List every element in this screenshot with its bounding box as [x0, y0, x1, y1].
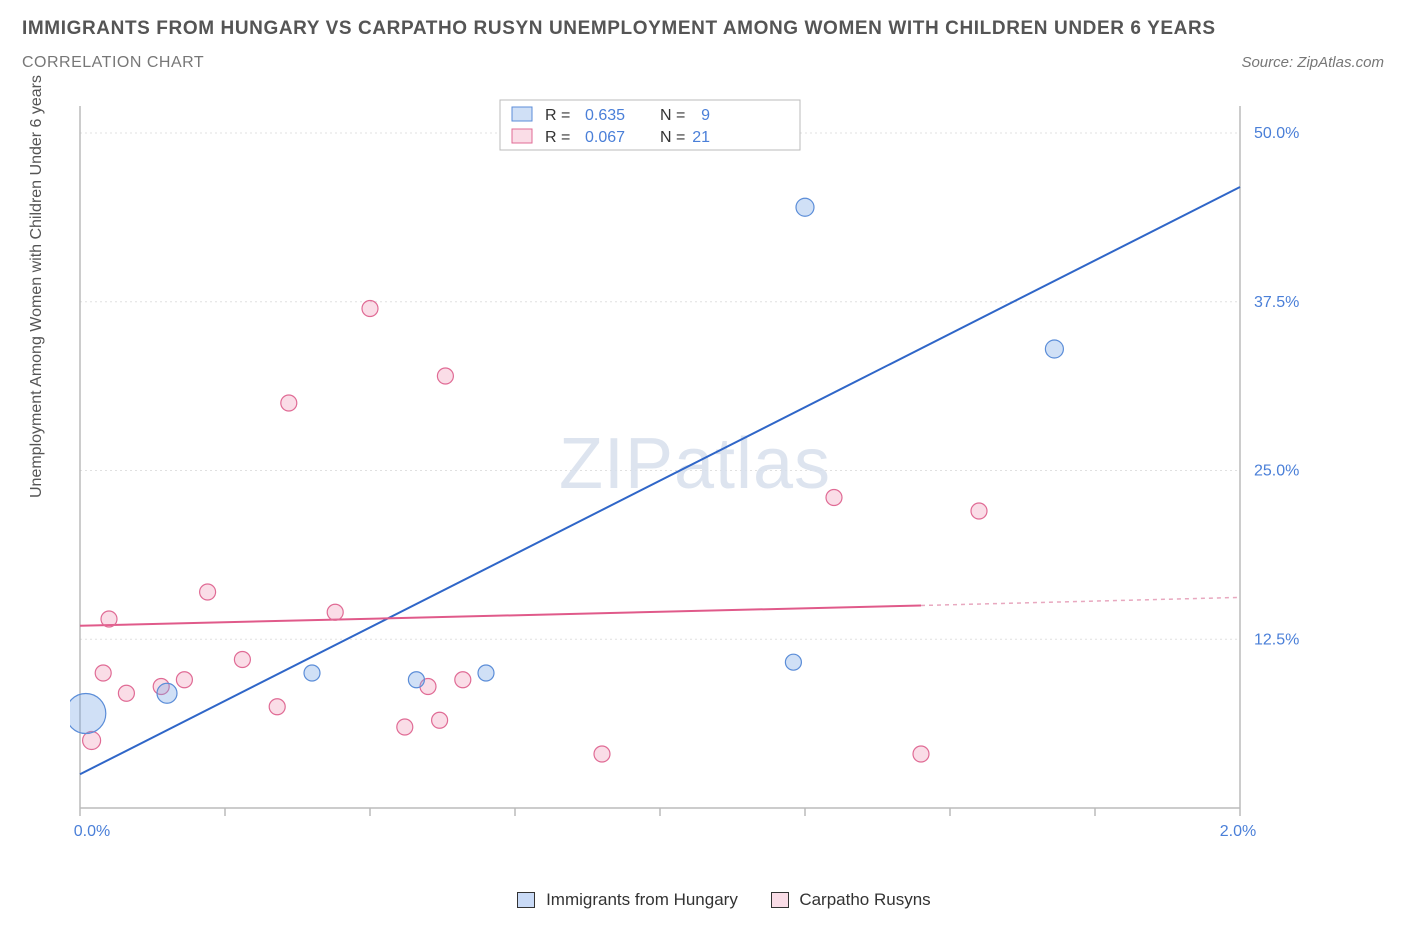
svg-text:R =: R = [545, 107, 570, 124]
svg-text:0.635: 0.635 [585, 107, 625, 124]
chart-title: IMMIGRANTS FROM HUNGARY VS CARPATHO RUSY… [22, 18, 1384, 40]
svg-text:2.0%: 2.0% [1220, 823, 1256, 840]
svg-text:R =: R = [545, 129, 570, 146]
svg-text:N =: N = [660, 107, 685, 124]
svg-text:37.5%: 37.5% [1254, 294, 1299, 311]
svg-text:0.067: 0.067 [585, 129, 625, 146]
source-attribution: Source: ZipAtlas.com [1241, 54, 1384, 71]
svg-text:0.0%: 0.0% [74, 823, 110, 840]
legend-swatch-pink [771, 892, 789, 908]
scatter-plot: 12.5%25.0%37.5%50.0%ZIPatlas0.0%2.0%R =0… [70, 98, 1320, 858]
legend-label-blue: Immigrants from Hungary [546, 890, 738, 909]
svg-text:N =: N = [660, 129, 685, 146]
svg-text:25.0%: 25.0% [1254, 463, 1299, 480]
legend-label-pink: Carpatho Rusyns [799, 890, 930, 909]
svg-text:12.5%: 12.5% [1254, 631, 1299, 648]
y-axis-label: Unemployment Among Women with Children U… [28, 75, 46, 498]
svg-text:9: 9 [701, 107, 710, 124]
header: IMMIGRANTS FROM HUNGARY VS CARPATHO RUSY… [0, 0, 1406, 72]
chart-subtitle: CORRELATION CHART [22, 54, 204, 72]
chart-area: Unemployment Among Women with Children U… [40, 98, 1380, 908]
svg-text:50.0%: 50.0% [1254, 125, 1299, 142]
svg-text:21: 21 [692, 129, 710, 146]
legend-swatch-blue [517, 892, 535, 908]
bottom-legend: Immigrants from Hungary Carpatho Rusyns [40, 890, 1380, 910]
